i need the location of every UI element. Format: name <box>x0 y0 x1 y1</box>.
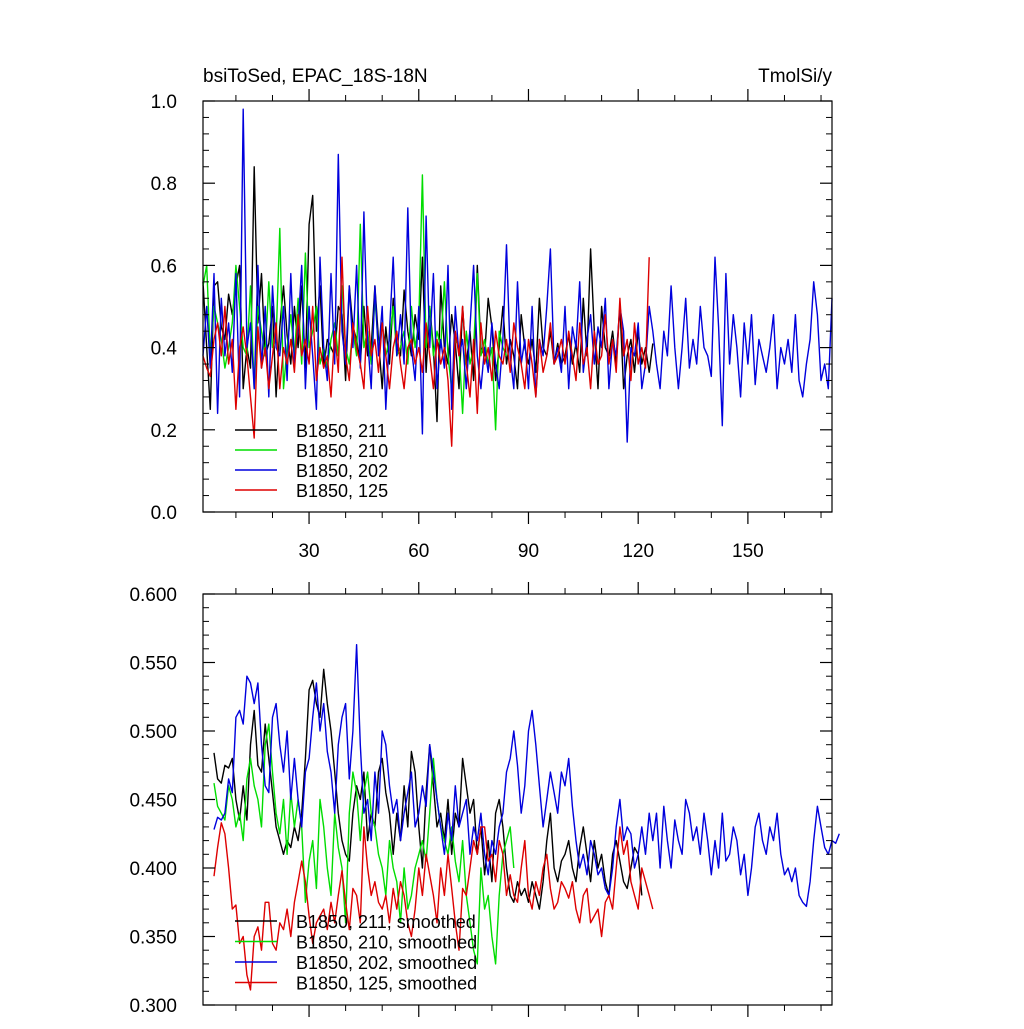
series-line-top-3 <box>202 256 650 447</box>
y-tick-label: 0.450 <box>129 791 177 812</box>
legend-label: B1850, 210, smoothed <box>296 933 477 953</box>
y-tick-label: 0.600 <box>129 585 177 606</box>
y-tick-label: 0.300 <box>129 996 177 1017</box>
legend-label: B1850, 211, smoothed <box>296 912 476 932</box>
y-tick-label: 0.350 <box>129 928 177 949</box>
y-tick-label: 0.6 <box>151 256 177 277</box>
y-tick-label: 0.400 <box>129 859 177 880</box>
series-line-top-2 <box>202 108 833 443</box>
y-tick-label: 0.4 <box>151 339 178 360</box>
legend-label: B1850, 202 <box>296 461 388 481</box>
y-tick-label: 0.550 <box>129 654 177 675</box>
top-title-right: TmolSi/y <box>758 66 832 87</box>
top-title-left: bsiToSed, EPAC_18S-18N <box>203 66 428 87</box>
series-line-bottom-2 <box>213 644 840 908</box>
y-tick-label: 0.8 <box>151 174 177 195</box>
y-tick-label: 0.500 <box>129 722 177 743</box>
plot-frame <box>202 100 833 513</box>
series-line-bottom-3 <box>213 822 654 991</box>
legend-label: B1850, 210 <box>296 441 388 461</box>
x-tick-label: 90 <box>518 541 539 562</box>
x-tick-label: 30 <box>298 541 319 562</box>
y-tick-label: 0.2 <box>151 421 177 442</box>
top-panel: 30 60 90 120 150 0.0 0.2 0.4 0.6 0.8 1.0 B1850, 211… <box>151 89 833 562</box>
legend-label: B1850, 125 <box>296 481 388 501</box>
x-tick-label: 60 <box>408 541 429 562</box>
x-tick-label: 150 <box>732 541 764 562</box>
legend-label: B1850, 211 <box>296 421 387 441</box>
legend-label: B1850, 125, smoothed <box>296 974 477 994</box>
y-tick-label: 1.0 <box>151 92 177 113</box>
series-line-bottom-0 <box>213 668 643 910</box>
legend-label: B1850, 202, smoothed <box>296 953 477 973</box>
bottom-panel: 0.300 0.350 0.400 0.450 0.500 0.550 0.600 B1850… <box>129 582 840 1017</box>
y-tick-label: 0.0 <box>151 503 177 524</box>
x-tick-label: 120 <box>622 541 654 562</box>
